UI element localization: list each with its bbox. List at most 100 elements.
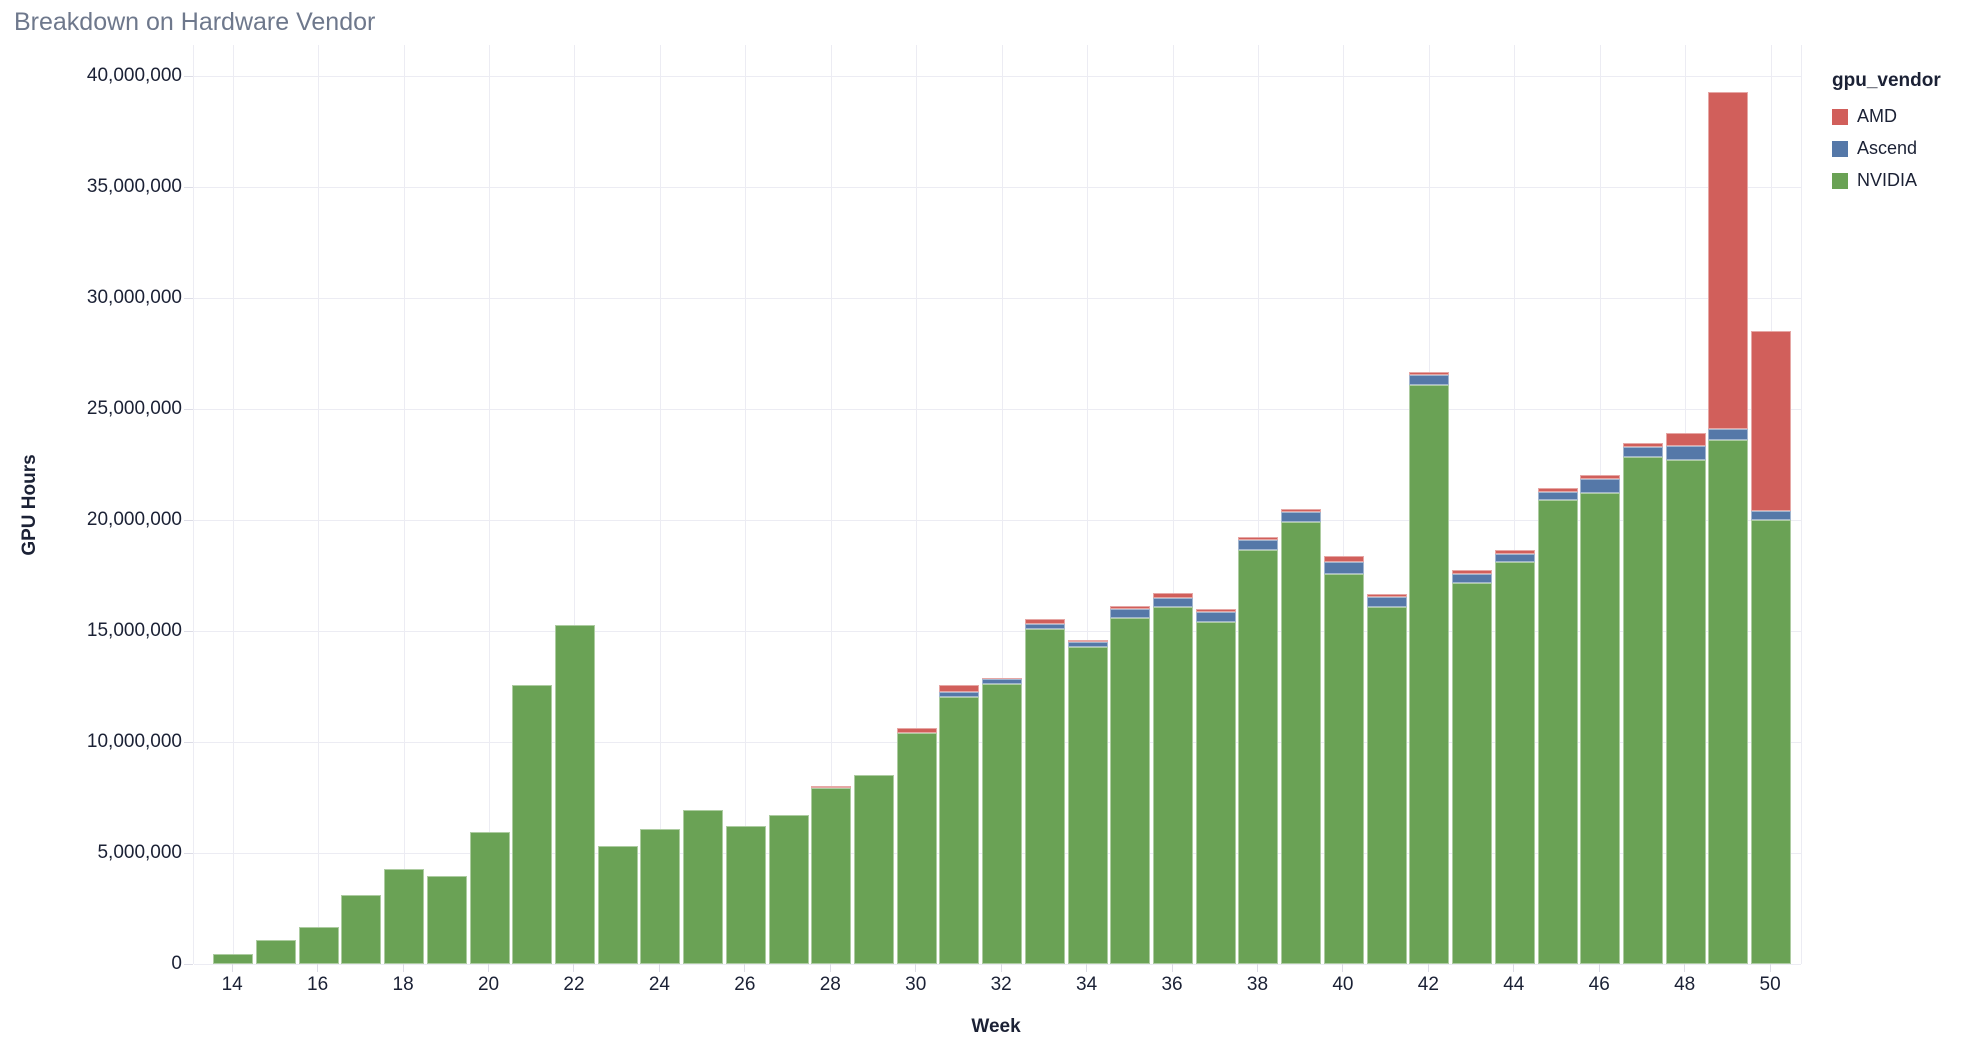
bar-segment-nvidia-week-30[interactable] [896, 733, 937, 964]
bar-segment-ascend-week-37[interactable] [1195, 612, 1236, 623]
bar-segment-amd-week-34[interactable] [1067, 639, 1108, 643]
legend-item-ascend[interactable]: Ascend [1832, 138, 1941, 159]
bar-segment-amd-week-49[interactable] [1708, 91, 1749, 429]
x-tick-mark [829, 964, 831, 972]
bar-segment-nvidia-week-17[interactable] [341, 895, 382, 964]
bar-segment-amd-week-36[interactable] [1153, 593, 1194, 599]
x-tick-label: 38 [1246, 974, 1269, 995]
y-tick-label: 10,000,000 [86, 731, 182, 752]
bar-segment-nvidia-week-44[interactable] [1494, 562, 1535, 964]
bar-segment-nvidia-week-48[interactable] [1665, 460, 1706, 964]
bar-segment-amd-week-33[interactable] [1024, 618, 1065, 625]
bar-segment-amd-week-40[interactable] [1323, 556, 1364, 562]
bar-segment-nvidia-week-19[interactable] [426, 875, 467, 964]
bar-segment-ascend-week-34[interactable] [1067, 642, 1108, 647]
bar-segment-nvidia-week-33[interactable] [1024, 628, 1065, 964]
bar-segment-ascend-week-39[interactable] [1281, 512, 1322, 523]
bar-segment-ascend-week-40[interactable] [1323, 561, 1364, 575]
bar-segment-nvidia-week-31[interactable] [939, 696, 980, 964]
bar-segment-nvidia-week-39[interactable] [1281, 522, 1322, 964]
bar-segment-ascend-week-41[interactable] [1366, 597, 1407, 607]
bar-segment-ascend-week-36[interactable] [1153, 598, 1194, 607]
plot-area [193, 45, 1802, 965]
bar-segment-amd-week-46[interactable] [1580, 474, 1621, 479]
bar-segment-ascend-week-35[interactable] [1110, 609, 1151, 618]
bar-segment-amd-week-28[interactable] [811, 785, 852, 789]
bar-segment-nvidia-week-50[interactable] [1751, 520, 1792, 964]
bar-segment-ascend-week-32[interactable] [982, 679, 1023, 685]
bar-segment-nvidia-week-42[interactable] [1409, 384, 1450, 964]
bar-segment-nvidia-week-24[interactable] [640, 828, 681, 964]
bar-segment-nvidia-week-20[interactable] [469, 831, 510, 964]
bar-segment-nvidia-week-43[interactable] [1452, 583, 1493, 964]
bar-segment-nvidia-week-15[interactable] [255, 939, 296, 964]
bar-segment-nvidia-week-46[interactable] [1580, 493, 1621, 964]
bar-segment-amd-week-30[interactable] [896, 728, 937, 734]
x-tick-label: 34 [1076, 974, 1098, 995]
bar-segment-ascend-week-46[interactable] [1580, 478, 1621, 494]
bar-segment-amd-week-50[interactable] [1751, 331, 1792, 512]
gridline-v [1087, 45, 1089, 964]
y-tick-mark [184, 963, 193, 965]
bar-segment-nvidia-week-49[interactable] [1708, 440, 1749, 964]
x-tick-label: 22 [563, 974, 585, 995]
bar-segment-ascend-week-49[interactable] [1708, 429, 1749, 441]
bar-segment-nvidia-week-29[interactable] [854, 774, 894, 964]
bar-segment-nvidia-week-34[interactable] [1067, 646, 1108, 964]
gridline-h [194, 408, 1801, 410]
bar-segment-amd-week-37[interactable] [1195, 609, 1236, 613]
bar-segment-nvidia-week-47[interactable] [1622, 456, 1663, 964]
bar-segment-nvidia-week-38[interactable] [1238, 549, 1279, 964]
bar-segment-nvidia-week-37[interactable] [1195, 622, 1236, 964]
bar-segment-ascend-week-45[interactable] [1537, 491, 1578, 501]
bar-segment-nvidia-week-36[interactable] [1153, 606, 1194, 964]
bar-segment-nvidia-week-22[interactable] [554, 625, 595, 964]
bar-segment-amd-week-45[interactable] [1537, 488, 1578, 492]
bar-segment-nvidia-week-26[interactable] [725, 826, 766, 964]
legend-item-nvidia[interactable]: NVIDIA [1832, 170, 1941, 191]
bar-segment-ascend-week-31[interactable] [939, 692, 980, 697]
bar-segment-ascend-week-50[interactable] [1751, 511, 1792, 520]
bar-segment-nvidia-week-35[interactable] [1110, 617, 1151, 964]
bar-segment-nvidia-week-23[interactable] [597, 845, 638, 964]
legend-item-amd[interactable]: AMD [1832, 106, 1941, 127]
gridline-v [830, 45, 832, 964]
chart-title: Breakdown on Hardware Vendor [14, 8, 376, 36]
bar-segment-nvidia-week-40[interactable] [1323, 574, 1364, 964]
bar-segment-nvidia-week-14[interactable] [213, 953, 254, 964]
bar-segment-ascend-week-42[interactable] [1409, 375, 1450, 385]
bar-segment-amd-week-41[interactable] [1366, 593, 1407, 598]
bar-segment-amd-week-31[interactable] [939, 685, 980, 693]
legend-swatch-ascend [1832, 140, 1848, 157]
bar-segment-nvidia-week-41[interactable] [1366, 606, 1407, 964]
bar-segment-nvidia-week-16[interactable] [298, 926, 339, 964]
bar-segment-amd-week-35[interactable] [1110, 605, 1151, 610]
y-tick-mark [184, 408, 193, 410]
bar-segment-amd-week-39[interactable] [1281, 509, 1322, 513]
bar-segment-nvidia-week-18[interactable] [384, 869, 425, 964]
bar-segment-nvidia-week-45[interactable] [1537, 500, 1578, 964]
bar-segment-amd-week-48[interactable] [1665, 432, 1706, 446]
bar-segment-amd-week-44[interactable] [1494, 550, 1535, 554]
y-tick-mark [184, 75, 193, 77]
bar-segment-ascend-week-43[interactable] [1452, 573, 1493, 584]
bar-segment-amd-week-38[interactable] [1238, 536, 1279, 540]
gridline-h [194, 75, 1801, 77]
bar-segment-ascend-week-47[interactable] [1622, 447, 1663, 457]
bar-segment-ascend-week-33[interactable] [1024, 624, 1065, 629]
bar-segment-nvidia-week-32[interactable] [982, 684, 1023, 964]
bar-segment-amd-week-42[interactable] [1409, 372, 1450, 376]
bar-segment-ascend-week-38[interactable] [1238, 540, 1279, 550]
gridline-v [403, 45, 405, 964]
bar-segment-ascend-week-44[interactable] [1494, 553, 1535, 563]
x-tick-mark [1769, 964, 1771, 972]
bar-segment-nvidia-week-28[interactable] [811, 788, 852, 964]
bar-segment-amd-week-43[interactable] [1452, 570, 1493, 574]
bar-segment-nvidia-week-21[interactable] [512, 685, 553, 964]
bar-segment-nvidia-week-27[interactable] [768, 815, 809, 964]
bar-segment-amd-week-47[interactable] [1622, 443, 1663, 448]
x-tick-label: 20 [477, 974, 500, 995]
bar-segment-ascend-week-48[interactable] [1665, 445, 1706, 461]
bar-segment-nvidia-week-25[interactable] [683, 809, 724, 964]
bar-segment-amd-week-32[interactable] [982, 678, 1023, 680]
